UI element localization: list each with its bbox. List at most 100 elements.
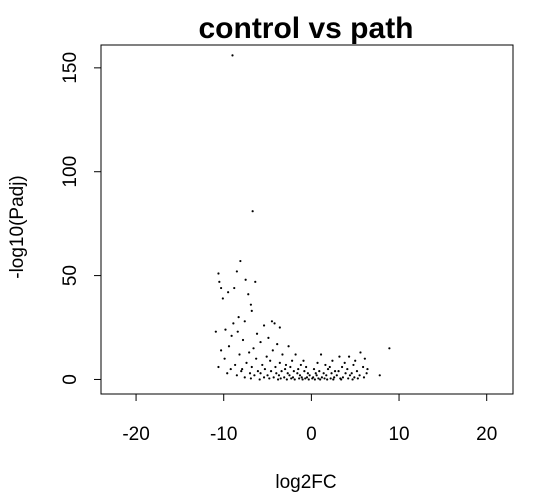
data-point	[343, 361, 346, 364]
data-point	[330, 372, 333, 375]
data-point	[288, 374, 291, 377]
data-point	[298, 377, 301, 380]
data-point	[287, 345, 290, 348]
data-point	[251, 210, 254, 213]
data-point	[351, 378, 354, 381]
data-point	[296, 372, 299, 375]
data-point	[278, 326, 281, 329]
data-point	[316, 361, 319, 364]
data-point	[227, 291, 230, 294]
data-point	[365, 372, 368, 375]
data-point	[252, 347, 255, 350]
data-point	[358, 374, 361, 377]
plot-frame	[100, 44, 514, 395]
data-point	[333, 370, 337, 373]
data-point	[238, 353, 241, 356]
data-point	[221, 297, 224, 300]
data-point	[234, 363, 237, 367]
data-point	[362, 376, 366, 379]
data-point	[243, 320, 246, 323]
x-tick-label: 10	[388, 424, 409, 445]
data-point	[348, 374, 352, 377]
data-point	[320, 376, 324, 379]
data-point	[347, 355, 351, 358]
data-point	[354, 359, 357, 362]
data-point	[326, 367, 330, 371]
data-point	[269, 370, 273, 373]
data-point	[278, 361, 281, 364]
data-point	[247, 293, 250, 296]
data-point	[280, 370, 283, 373]
data-point	[272, 376, 275, 379]
data-point	[226, 372, 229, 375]
data-point	[283, 367, 287, 371]
data-point	[262, 324, 266, 327]
data-point	[297, 367, 300, 371]
data-point	[219, 286, 223, 290]
y-tick-label: 0	[60, 374, 81, 385]
data-point	[271, 349, 274, 352]
data-point	[253, 374, 256, 377]
data-point	[317, 377, 320, 380]
data-point	[378, 374, 381, 377]
data-point	[356, 377, 359, 380]
data-point	[235, 270, 238, 273]
data-point	[244, 278, 247, 281]
data-point	[279, 377, 282, 380]
data-point	[319, 378, 322, 381]
data-point	[249, 303, 252, 306]
data-point	[256, 370, 260, 373]
data-points	[214, 54, 391, 381]
data-point	[273, 322, 276, 325]
y-axis: 0 50 100 150	[60, 52, 102, 385]
data-point	[255, 332, 259, 335]
data-point	[233, 286, 236, 290]
data-point	[333, 376, 336, 379]
data-point	[338, 355, 341, 358]
data-point	[352, 363, 355, 367]
data-point	[292, 370, 295, 373]
data-point	[276, 343, 279, 346]
data-point	[305, 365, 308, 369]
y-axis-label: -log10(Padj)	[7, 175, 28, 279]
data-point	[323, 377, 326, 380]
x-tick-label: -20	[122, 424, 149, 445]
data-point	[268, 377, 271, 380]
data-point	[302, 359, 305, 362]
data-point	[298, 374, 302, 377]
data-point	[286, 372, 289, 375]
data-point	[355, 370, 359, 373]
data-point	[319, 353, 323, 356]
data-point	[232, 322, 235, 325]
data-point	[249, 377, 252, 380]
data-point	[332, 378, 335, 381]
data-point	[227, 345, 231, 348]
data-point	[255, 357, 258, 360]
data-point	[315, 374, 318, 377]
data-point	[266, 374, 269, 377]
data-point	[240, 370, 243, 373]
data-point	[363, 357, 366, 360]
data-point	[312, 367, 316, 371]
data-point	[277, 374, 281, 377]
data-point	[313, 378, 316, 381]
data-point	[341, 376, 345, 379]
y-tick-label: 150	[60, 52, 81, 84]
data-point	[237, 316, 240, 319]
data-point	[344, 372, 347, 375]
x-tick-label: 20	[476, 424, 497, 445]
data-point	[359, 351, 362, 354]
data-point	[301, 378, 304, 381]
data-point	[340, 378, 343, 381]
data-point	[289, 365, 292, 369]
data-point	[318, 370, 321, 373]
data-point	[337, 370, 340, 373]
data-point	[335, 374, 338, 377]
data-point	[350, 372, 353, 375]
data-point	[230, 334, 233, 337]
x-tick-label: 0	[306, 424, 317, 445]
data-point	[241, 367, 244, 371]
data-point	[303, 370, 306, 373]
y-tick-label: 50	[60, 265, 81, 286]
